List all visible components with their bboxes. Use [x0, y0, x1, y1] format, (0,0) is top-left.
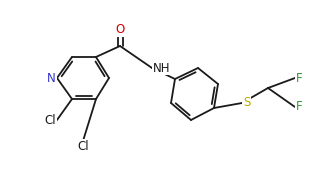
Text: F: F — [296, 100, 303, 113]
Text: N: N — [47, 71, 56, 84]
Text: Cl: Cl — [44, 113, 56, 127]
Text: F: F — [296, 71, 303, 84]
Text: Cl: Cl — [77, 140, 89, 153]
Text: O: O — [116, 23, 124, 36]
Text: S: S — [243, 97, 250, 109]
Text: NH: NH — [153, 61, 171, 74]
